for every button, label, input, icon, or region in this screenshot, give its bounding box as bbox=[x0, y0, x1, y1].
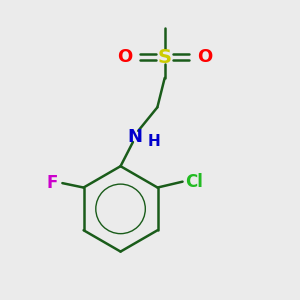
Text: H: H bbox=[148, 134, 160, 149]
Text: O: O bbox=[117, 48, 132, 66]
Text: F: F bbox=[46, 174, 58, 192]
Text: N: N bbox=[128, 128, 143, 146]
Text: Cl: Cl bbox=[185, 173, 203, 191]
Text: O: O bbox=[197, 48, 212, 66]
Text: S: S bbox=[158, 48, 172, 67]
